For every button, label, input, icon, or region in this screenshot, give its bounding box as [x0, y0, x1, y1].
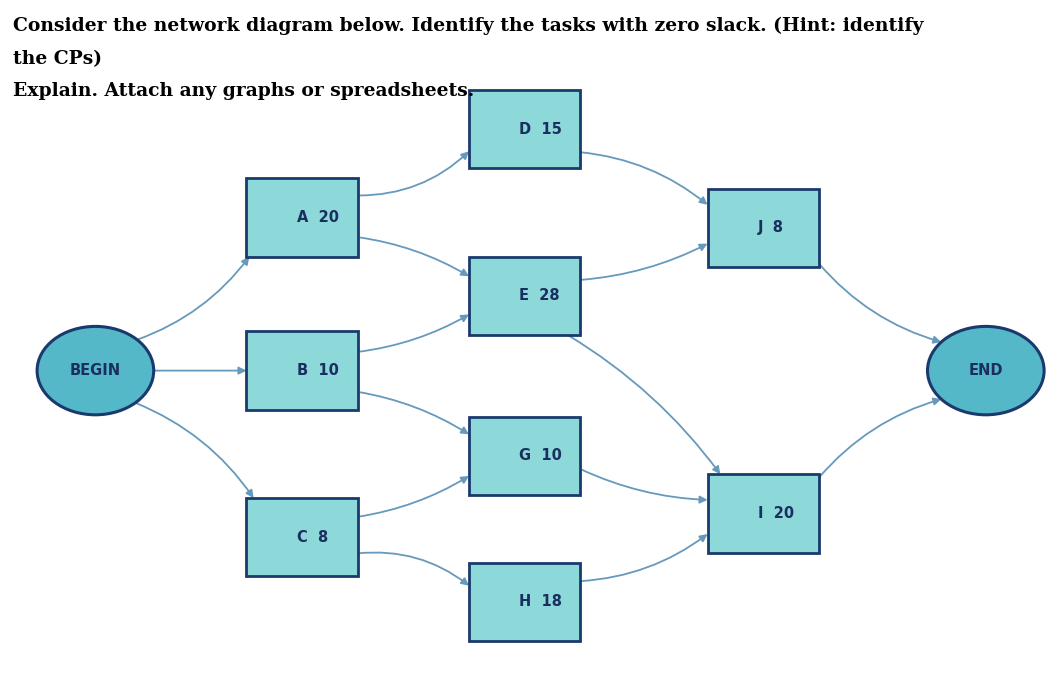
FancyBboxPatch shape	[469, 90, 581, 168]
Text: BEGIN: BEGIN	[70, 363, 121, 378]
FancyBboxPatch shape	[246, 331, 357, 409]
FancyArrowPatch shape	[581, 152, 706, 203]
Text: I  20: I 20	[758, 506, 794, 521]
FancyArrowPatch shape	[357, 552, 467, 584]
FancyArrowPatch shape	[357, 477, 467, 517]
FancyArrowPatch shape	[581, 245, 706, 280]
FancyArrowPatch shape	[818, 398, 939, 477]
FancyArrowPatch shape	[357, 237, 467, 275]
Ellipse shape	[928, 326, 1044, 415]
FancyBboxPatch shape	[708, 475, 818, 552]
Text: D  15: D 15	[519, 122, 562, 137]
FancyArrowPatch shape	[581, 535, 706, 581]
Text: A  20: A 20	[297, 210, 338, 225]
Text: Explain. Attach any graphs or spreadsheets.: Explain. Attach any graphs or spreadshee…	[13, 82, 474, 100]
FancyArrowPatch shape	[357, 392, 467, 433]
FancyBboxPatch shape	[708, 188, 818, 267]
Text: C  8: C 8	[297, 530, 328, 545]
Text: Consider the network diagram below. Identify the tasks with zero slack. (Hint: i: Consider the network diagram below. Iden…	[13, 17, 923, 35]
FancyArrowPatch shape	[818, 263, 939, 343]
FancyArrowPatch shape	[137, 258, 248, 340]
FancyArrowPatch shape	[357, 316, 467, 352]
FancyBboxPatch shape	[246, 178, 357, 256]
Text: J  8: J 8	[758, 220, 783, 235]
FancyArrowPatch shape	[357, 153, 467, 196]
FancyArrowPatch shape	[154, 368, 245, 373]
Text: the CPs): the CPs)	[13, 50, 102, 67]
Text: B  10: B 10	[297, 363, 338, 378]
FancyBboxPatch shape	[469, 257, 581, 335]
Text: H  18: H 18	[519, 594, 562, 609]
FancyArrowPatch shape	[581, 469, 706, 503]
Ellipse shape	[37, 326, 154, 415]
FancyBboxPatch shape	[469, 563, 581, 641]
FancyArrowPatch shape	[136, 403, 252, 496]
Text: END: END	[969, 363, 1003, 378]
FancyArrowPatch shape	[567, 335, 719, 473]
FancyBboxPatch shape	[246, 498, 357, 577]
FancyBboxPatch shape	[469, 416, 581, 495]
Text: G  10: G 10	[519, 448, 562, 463]
Text: E  28: E 28	[519, 288, 560, 303]
